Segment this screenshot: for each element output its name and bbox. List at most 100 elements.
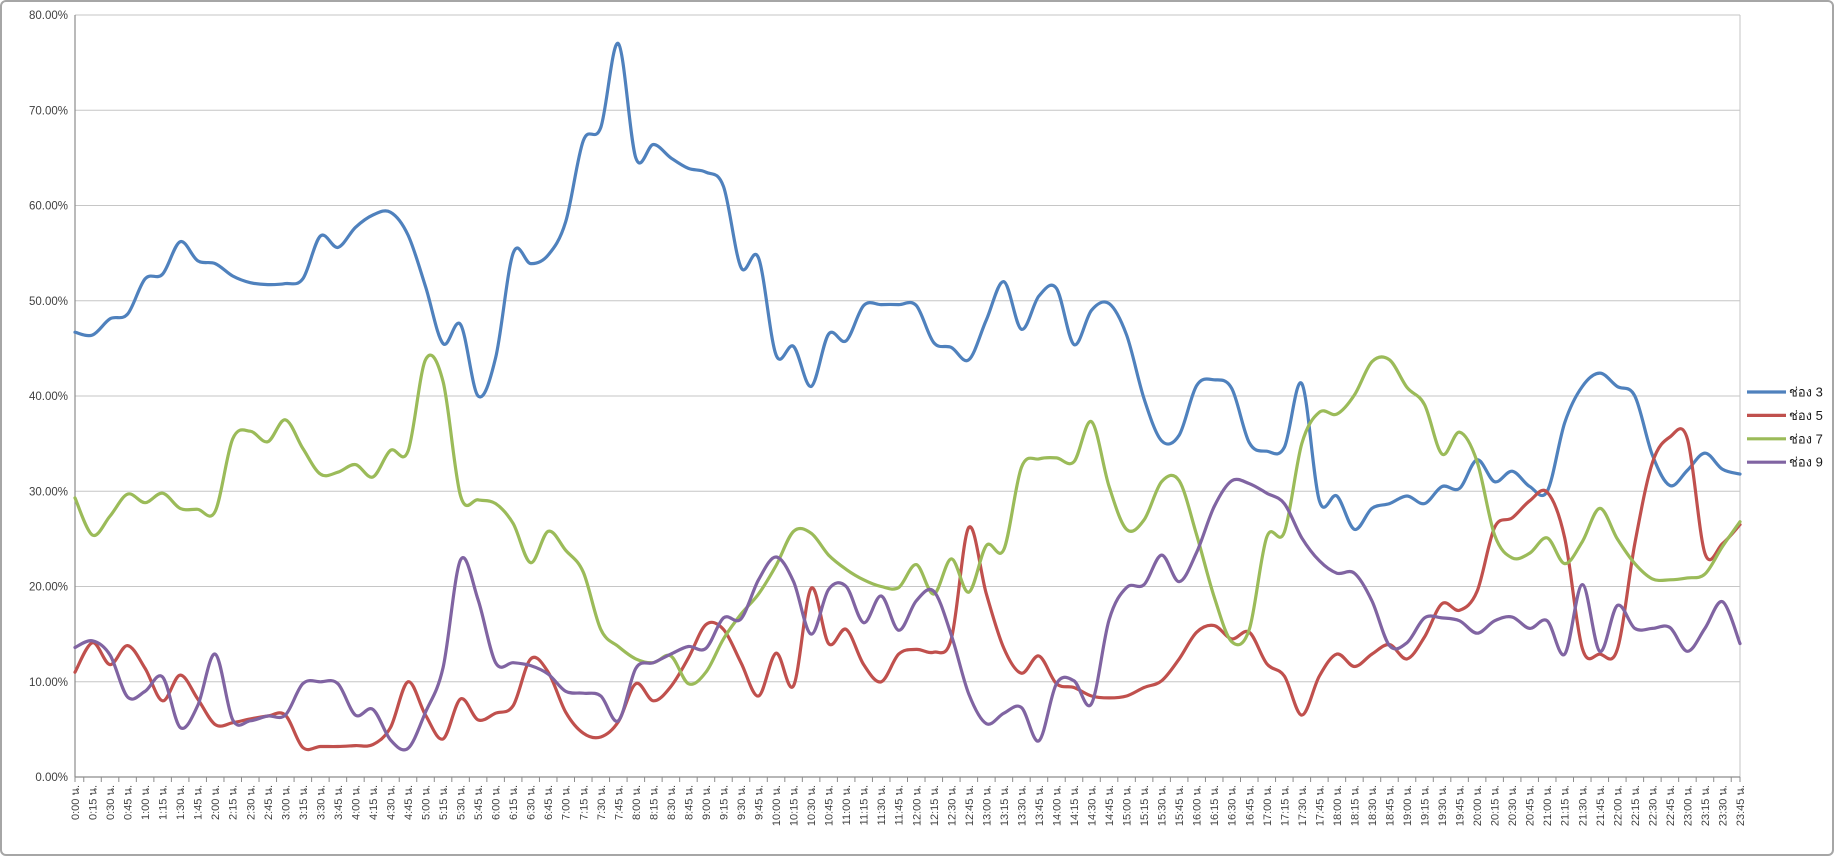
x-axis-tick-label: 17:15 น. (1279, 785, 1291, 826)
y-axis-tick-label: 70.00% (29, 105, 68, 117)
x-axis-tick-label: 11:15 น. (859, 785, 871, 825)
x-axis-tick-label: 2:00 น. (210, 785, 222, 820)
x-axis-tick-label: 12:30 น. (946, 785, 958, 826)
x-axis-tick-label: 14:00 น. (1051, 785, 1063, 826)
x-axis-tick-label: 6:45 น. (543, 785, 555, 820)
x-axis-tick-label: 1:15 น. (158, 785, 170, 820)
legend-label: ช่อง 5 (1789, 408, 1823, 423)
legend: ช่อง 3 ช่อง 5 ช่อง 7 ช่อง 9 (1747, 385, 1823, 470)
x-axis-tick-label: 18:45 น. (1384, 785, 1396, 826)
x-axis-tick-label: 22:00 น. (1612, 785, 1624, 826)
x-axis-tick-label: 23:45 น. (1735, 785, 1747, 826)
x-axis-tick-label: 10:45 น. (824, 785, 836, 826)
legend-item[interactable]: ช่อง 9 (1747, 455, 1823, 470)
x-axis-tick-label: 3:30 น. (315, 785, 327, 820)
x-axis-tick-label: 10:00 น. (771, 785, 783, 826)
x-axis-tick-label: 22:30 น. (1647, 785, 1659, 826)
x-axis-tick-label: 3:00 น. (280, 785, 292, 820)
x-axis-tick-label: 12:45 น. (964, 785, 976, 826)
x-axis-tick-label: 13:30 น. (1016, 785, 1028, 826)
x-axis-tick-label: 4:45 น. (403, 785, 415, 820)
y-axis-tick-label: 50.00% (29, 296, 68, 308)
x-axis-tick-label: 15:15 น. (1139, 785, 1151, 826)
x-axis-tick-label: 3:45 น. (333, 785, 345, 820)
x-axis-tick-label: 19:45 น. (1455, 785, 1467, 826)
x-axis-tick-label: 5:15 น. (438, 785, 450, 820)
x-axis-tick-label: 19:15 น. (1420, 785, 1432, 826)
x-axis-tick-label: 8:00 น. (631, 785, 643, 820)
x-axis-tick-label: 21:00 น. (1542, 785, 1554, 826)
x-axis-tick-label: 6:15 น. (508, 785, 520, 820)
x-axis-tick-label: 1:30 น. (175, 785, 187, 820)
x-axis-tick-label: 0:45 น. (123, 785, 135, 820)
x-axis-tick-label: 22:45 น. (1665, 785, 1677, 826)
x-axis-tick-label: 21:30 น. (1577, 785, 1589, 826)
legend-item[interactable]: ช่อง 3 (1747, 385, 1823, 400)
x-axis-tick-label: 18:00 น. (1332, 785, 1344, 826)
series-line-1[interactable] (73, 41, 1742, 532)
x-axis-tick-label: 20:30 น. (1507, 785, 1519, 826)
series-line-4[interactable] (73, 477, 1742, 752)
x-axis-tick-label: 2:30 น. (245, 785, 257, 820)
x-axis-tick-label: 8:30 น. (666, 785, 678, 820)
x-axis-tick-label: 23:30 น. (1717, 785, 1729, 826)
x-axis-tick-label: 18:15 น. (1349, 785, 1361, 826)
x-axis-tick-label: 9:45 น. (754, 785, 766, 820)
legend-label: ช่อง 3 (1789, 385, 1823, 400)
series-line-2[interactable] (73, 427, 1742, 752)
x-axis-tick-label: 19:30 น. (1437, 785, 1449, 826)
x-axis-tick-label: 21:45 น. (1595, 785, 1607, 826)
x-axis-tick-label: 8:45 น. (683, 785, 695, 820)
x-axis-tick-label: 1:00 น. (140, 785, 152, 820)
x-axis-tick-label: 21:15 น. (1560, 785, 1572, 826)
x-axis-tick-label: 17:45 น. (1314, 785, 1326, 826)
y-axis-tick-label: 30.00% (29, 486, 68, 498)
x-axis-tick-label: 7:45 น. (613, 785, 625, 820)
legend-item[interactable]: ช่อง 7 (1747, 431, 1823, 446)
x-axis-tick-label: 17:00 น. (1262, 785, 1274, 826)
x-axis-tick-label: 19:00 น. (1402, 785, 1414, 826)
x-axis-tick-label: 6:30 น. (526, 785, 538, 820)
y-axis-tick-label: 80.00% (29, 10, 68, 22)
x-axis-tick-label: 7:15 น. (578, 785, 590, 820)
x-axis-tick-label: 16:00 น. (1192, 785, 1204, 826)
x-axis-tick-label: 14:15 น. (1069, 785, 1081, 826)
x-axis-tick-label: 5:00 น. (421, 785, 433, 820)
x-axis-tick-label: 13:15 น. (999, 785, 1011, 826)
x-axis-tick-label: 20:00 น. (1472, 785, 1484, 826)
x-axis-tick-label: 10:30 น. (806, 785, 818, 826)
legend-item[interactable]: ช่อง 5 (1747, 408, 1823, 423)
legend-label: ช่อง 7 (1789, 431, 1823, 446)
legend-label: ช่อง 9 (1789, 455, 1823, 470)
x-axis-tick-label: 8:15 น. (648, 785, 660, 820)
x-axis-tick-label: 23:00 น. (1682, 785, 1694, 826)
x-axis-tick-label: 5:30 น. (456, 785, 468, 820)
x-axis-tick-label: 23:15 น. (1700, 785, 1712, 826)
x-axis-tick-label: 6:00 น. (491, 785, 503, 820)
x-axis-tick-label: 13:00 น. (981, 785, 993, 826)
x-axis-tick-label: 16:45 น. (1244, 785, 1256, 826)
x-axis-tick-label: 9:30 น. (736, 785, 748, 820)
x-axis-tick-label: 16:30 น. (1227, 785, 1239, 826)
series-line-3[interactable] (73, 353, 1742, 686)
x-axis-tick-label: 9:15 น. (718, 785, 730, 820)
y-axis-tick-label: 60.00% (29, 201, 68, 213)
x-axis-tick-label: 22:15 น. (1630, 785, 1642, 826)
x-axis-tick-label: 2:45 น. (263, 785, 275, 820)
x-axis-tick-label: 20:45 น. (1525, 785, 1537, 826)
x-axis-tick-label: 17:30 น. (1297, 785, 1309, 826)
x-axis-tick-label: 1:45 น. (193, 785, 205, 820)
x-axis-tick-label: 5:45 น. (473, 785, 485, 820)
x-axis-tick-label: 20:15 น. (1490, 785, 1502, 826)
x-axis-tick-label: 15:45 น. (1174, 785, 1186, 826)
x-axis-tick-label: 11:30 น. (876, 785, 888, 825)
x-axis-tick-label: 4:30 น. (385, 785, 397, 820)
x-axis-tick-label: 14:45 น. (1104, 785, 1116, 826)
x-axis-tick-label: 15:00 น. (1122, 785, 1134, 826)
x-axis-tick-label: 4:00 น. (350, 785, 362, 820)
x-axis-tick-label: 16:15 น. (1209, 785, 1221, 826)
x-axis-tick-label: 10:15 น. (789, 785, 801, 826)
x-axis-tick-label: 2:15 น. (228, 785, 240, 820)
y-axis-tick-label: 40.00% (29, 391, 68, 403)
